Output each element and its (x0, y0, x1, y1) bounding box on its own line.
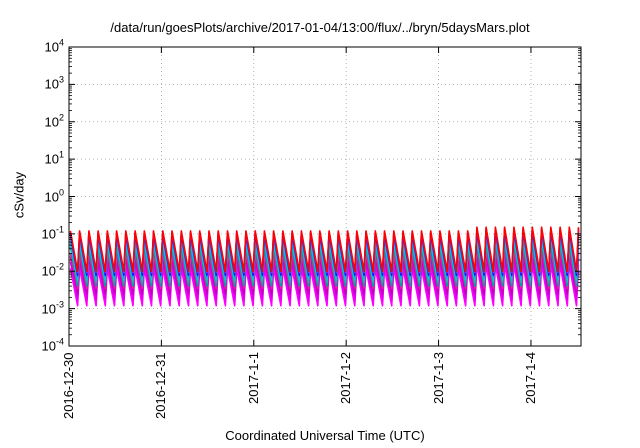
y-tick-base: 10 (41, 338, 56, 354)
series-layer (69, 226, 580, 307)
y-tick-label: 10-2 (41, 261, 64, 279)
y-tick-label: 102 (44, 112, 64, 130)
x-axis-label: Coordinated Universal Time (UTC) (225, 428, 425, 443)
y-tick-label: 100 (44, 187, 64, 205)
y-tick-exponent: 1 (58, 149, 64, 160)
y-tick-exponent: 2 (58, 112, 64, 123)
y-tick-exponent: 3 (58, 74, 64, 85)
y-tick-label: 101 (44, 149, 64, 167)
y-tick-exponent: 0 (58, 187, 64, 197)
y-tick-label: 104 (44, 37, 64, 55)
y-tick-label: 10-3 (41, 299, 64, 317)
y-tick-base: 10 (41, 226, 56, 242)
y-axis-label: cSv/day (11, 171, 27, 219)
y-tick-label: 103 (44, 74, 64, 92)
chart-title: /data/run/goesPlots/archive/2017-01-04/1… (110, 20, 530, 35)
x-tick-label: 2017-1-1 (245, 352, 261, 405)
x-tick-label: 2016-12-31 (153, 352, 169, 419)
y-tick-base: 10 (44, 76, 59, 92)
series-line (69, 226, 580, 273)
y-tick-base: 10 (44, 151, 59, 167)
y-tick-exponent: -1 (55, 224, 64, 235)
tick-marks (68, 46, 581, 347)
y-tick-exponent: -4 (55, 336, 64, 347)
y-tick-label: 10-4 (41, 336, 64, 354)
y-tick-base: 10 (41, 263, 56, 279)
y-tick-base: 10 (44, 39, 59, 55)
y-tick-base: 10 (41, 301, 56, 317)
y-tick-exponent: 4 (58, 37, 64, 48)
grid-lines (69, 47, 581, 346)
y-tick-exponent: -3 (55, 299, 64, 310)
y-tick-exponent: -2 (55, 261, 64, 272)
x-tick-label: 2017-1-4 (522, 352, 538, 405)
x-tick-label: 2017-1-2 (338, 352, 354, 405)
x-tick-label: 2016-12-30 (61, 352, 76, 419)
y-tick-base: 10 (44, 114, 59, 130)
y-tick-label: 10-1 (41, 224, 64, 242)
x-tick-label: 2017-1-3 (430, 352, 446, 405)
y-tick-base: 10 (44, 189, 59, 204)
